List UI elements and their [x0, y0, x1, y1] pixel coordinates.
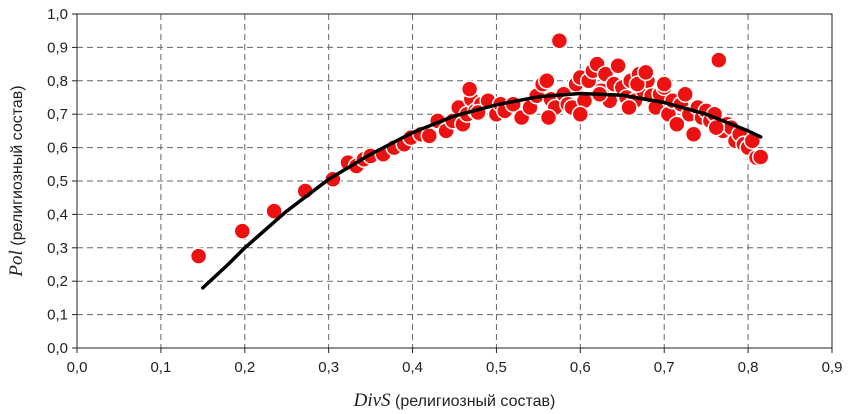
- data-point: [655, 75, 673, 93]
- y-tick-label: 0,9: [47, 39, 68, 56]
- x-axis-description: (религиозный состав): [391, 393, 556, 410]
- data-points: [189, 31, 770, 265]
- grid-lines: [77, 14, 832, 348]
- y-tick-label: 0,6: [47, 140, 68, 157]
- y-tick-label: 0,5: [47, 173, 68, 190]
- data-point: [620, 98, 638, 117]
- data-point: [550, 31, 569, 50]
- y-tick-label: 0,3: [47, 240, 68, 257]
- y-tick-label: 0,8: [47, 73, 68, 90]
- data-point: [265, 202, 283, 220]
- data-point: [539, 108, 558, 127]
- x-tick-label: 0,0: [67, 359, 88, 376]
- data-point: [684, 125, 703, 143]
- y-tick-label: 1,0: [47, 6, 68, 23]
- data-point: [676, 85, 694, 103]
- trend-curve: [201, 91, 763, 290]
- x-tick-label: 0,1: [150, 359, 171, 376]
- data-point: [637, 63, 655, 82]
- x-tick-label: 0,4: [402, 359, 423, 376]
- data-point: [710, 51, 728, 69]
- x-tick-label: 0,3: [318, 359, 339, 376]
- y-axis-variable: Pol: [6, 250, 27, 277]
- data-point: [233, 222, 252, 240]
- x-tick-label: 0,6: [570, 359, 591, 376]
- axis-ticks: 0,0 0,1 0,2 0,3 0,4 0,5 0,6 0,7 0,8 0,9 0,0 0,1 0,2 0…: [47, 6, 842, 376]
- data-point: [420, 127, 439, 145]
- y-axis-description: (религиозный состав): [9, 85, 26, 250]
- x-tick-label: 0,8: [738, 359, 759, 376]
- y-tick-label: 0,4: [47, 206, 68, 223]
- y-tick-label: 0,1: [47, 307, 68, 324]
- y-tick-label: 0,0: [47, 340, 68, 357]
- data-point: [538, 72, 556, 90]
- x-axis-label: DivS (религиозный состав): [353, 390, 556, 411]
- x-tick-label: 0,5: [486, 359, 507, 376]
- y-tick-label: 0,7: [47, 106, 68, 123]
- data-point: [189, 247, 208, 265]
- data-point: [628, 75, 647, 93]
- x-tick-label: 0,9: [822, 359, 843, 376]
- y-axis-label: Pol (религиозный состав): [6, 85, 27, 277]
- data-point: [751, 148, 770, 166]
- data-point: [571, 105, 590, 123]
- data-point: [460, 80, 479, 98]
- x-axis-variable: DivS: [353, 390, 391, 411]
- x-tick-label: 0,7: [654, 359, 675, 376]
- y-tick-label: 0,2: [47, 273, 68, 290]
- x-tick-label: 0,2: [234, 359, 255, 376]
- data-point: [609, 57, 627, 75]
- data-point: [668, 115, 686, 133]
